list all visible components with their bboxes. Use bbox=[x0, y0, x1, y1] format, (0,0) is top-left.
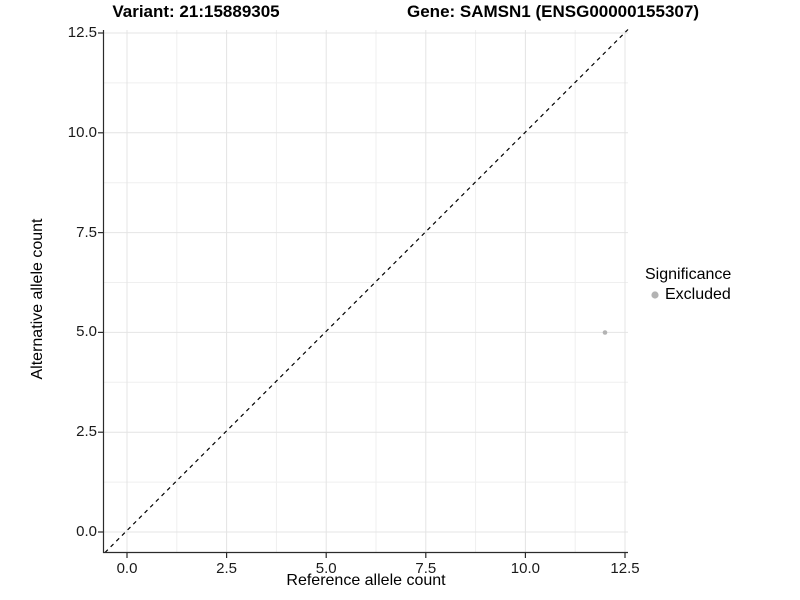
legend-item-label: Excluded bbox=[665, 286, 731, 303]
y-tick-label: 0.0 bbox=[76, 523, 97, 540]
x-tick-label: 5.0 bbox=[315, 560, 337, 577]
y-axis-ticks bbox=[98, 32, 103, 533]
y-tick-label: 7.5 bbox=[76, 223, 97, 241]
x-tick-label: 7.5 bbox=[415, 560, 437, 577]
x-tick-label: 0.0 bbox=[116, 560, 138, 577]
x-axis-title: Reference allele count bbox=[286, 572, 446, 589]
y-tick-label: 10.0 bbox=[67, 123, 97, 141]
x-tick-label: 2.5 bbox=[216, 560, 238, 577]
x-tick-label: 10.0 bbox=[510, 560, 540, 577]
gene-title: Gene: SAMSN1 (ENSG00000155307) bbox=[407, 2, 699, 21]
grid-minor bbox=[104, 30, 628, 552]
y-axis-title: Alternative allele count bbox=[29, 218, 46, 380]
legend-item-excluded: Excluded bbox=[645, 286, 731, 304]
x-tick-label: 12.5 bbox=[610, 560, 640, 577]
excluded-dot-icon bbox=[651, 291, 659, 299]
legend-title: Significance bbox=[645, 266, 732, 283]
legend: Significance Excluded bbox=[645, 266, 731, 304]
grid-major bbox=[104, 30, 628, 552]
x-axis-ticks bbox=[126, 553, 626, 558]
data-point-excluded bbox=[602, 330, 608, 335]
y-tick-label: 5.0 bbox=[76, 323, 97, 341]
y-tick-label: 2.5 bbox=[76, 423, 97, 441]
variant-title: Variant: 21:15889305 bbox=[112, 2, 280, 21]
identity-reference-line bbox=[104, 29, 629, 553]
y-tick-label: 12.5 bbox=[67, 24, 97, 41]
